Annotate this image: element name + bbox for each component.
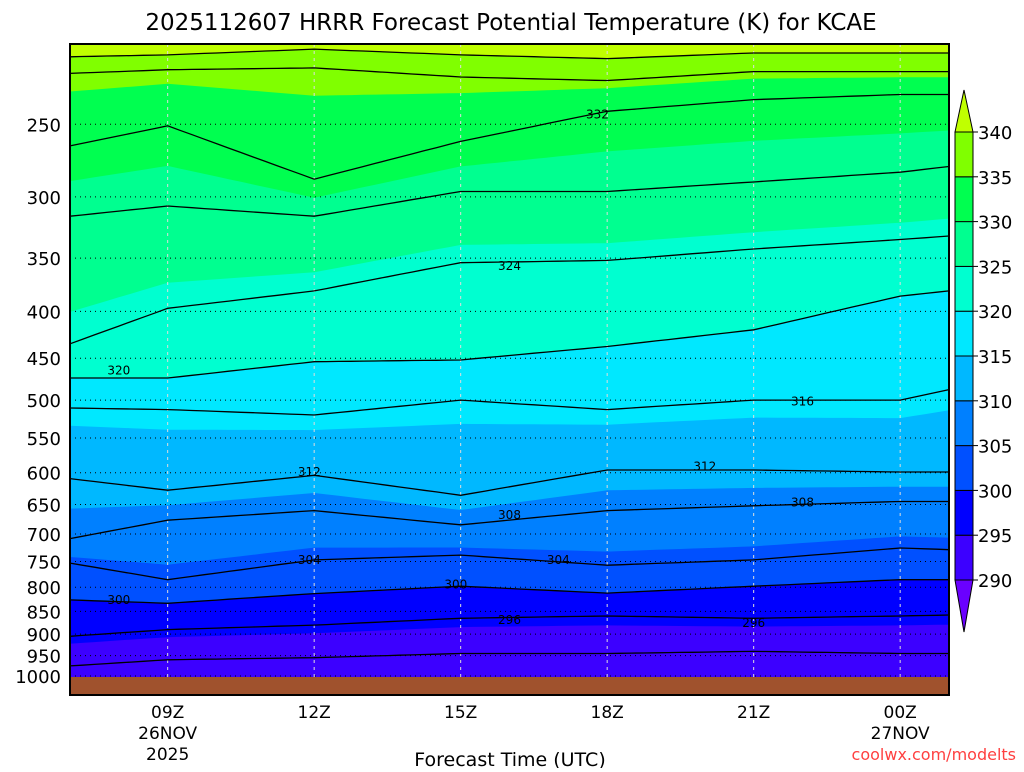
colorbar-swatch-295 <box>954 489 974 536</box>
y-tick-label: 750 <box>27 553 61 574</box>
colorbar: 290 295 300 305 310 315 320 325 330 335 340 <box>954 89 1012 633</box>
y-tick-label: 800 <box>27 578 61 599</box>
colorbar-label: 290 <box>978 571 1012 592</box>
contour-label: 332 <box>586 108 609 122</box>
x-tick-label: 27NOV <box>871 724 930 744</box>
x-tick-label: 12Z <box>298 703 331 723</box>
contour-332 <box>69 93 949 180</box>
colorbar-swatch-290 <box>954 534 974 581</box>
x-tick-label: 2025 <box>146 745 189 765</box>
x-tick-label: 09Z <box>151 703 184 723</box>
contour-340 <box>69 48 949 60</box>
y-tick-label: 450 <box>27 349 61 370</box>
y-tick-label: 250 <box>27 115 61 136</box>
y-tick-label: 350 <box>27 249 61 270</box>
contour-328 <box>69 165 950 217</box>
contour-label: 316 <box>791 395 814 409</box>
colorbar-label: 300 <box>978 481 1012 502</box>
y-tick-label: 900 <box>27 625 61 646</box>
contour-label: 300 <box>444 578 467 592</box>
colorbar-label: 325 <box>978 257 1012 278</box>
contour-304 <box>69 547 950 581</box>
colorbar-label: 315 <box>978 347 1012 368</box>
colorbar-label: 295 <box>978 526 1012 547</box>
y-tick-label: 600 <box>27 464 61 485</box>
contour-312 <box>69 469 949 496</box>
contour-292 <box>69 650 949 667</box>
contour-label: 304 <box>547 553 570 567</box>
colorbar-label: 340 <box>978 123 1012 144</box>
x-tick-label: 00Z <box>884 703 917 723</box>
x-tick-label: 15Z <box>444 703 477 723</box>
y-tick-label: 700 <box>27 525 61 546</box>
contour-label: 324 <box>498 259 521 273</box>
contour-300 <box>69 579 949 604</box>
watermark: coolwx.com/modelts <box>852 745 1016 764</box>
colorbar-swatch-335 <box>954 131 974 178</box>
colorbar-swatch-305 <box>954 400 974 447</box>
colorbar-label: 320 <box>978 302 1012 323</box>
colorbar-arrow-top <box>954 89 974 133</box>
contour-320 <box>70 290 950 379</box>
contour-316 <box>69 388 950 416</box>
contour-label: 312 <box>298 465 321 479</box>
y-tick-label: 400 <box>27 302 61 323</box>
contour-label: 300 <box>107 593 130 607</box>
contour-label: 308 <box>498 508 521 522</box>
colorbar-swatch-310 <box>954 355 974 402</box>
colorbar-label: 310 <box>978 392 1012 413</box>
y-tick-label: 550 <box>27 429 61 450</box>
colorbar-label: 330 <box>978 213 1012 234</box>
y-tick-label: 300 <box>27 188 61 209</box>
y-tick-label: 950 <box>27 647 61 668</box>
x-tick-label: 21Z <box>737 703 770 723</box>
contour-label: 320 <box>107 363 130 377</box>
colorbar-swatch-320 <box>954 265 974 312</box>
x-tick-label: 26NOV <box>138 724 197 744</box>
colorbar-swatch-300 <box>954 445 974 491</box>
contour-336 <box>69 67 949 82</box>
fill-band-340-345 <box>70 44 949 59</box>
contour-308 <box>69 500 949 540</box>
plot-area: 332 324 320 316 312 312 308 308 304 304 300 300 296 2… <box>15 43 950 765</box>
fill-band-335-340 <box>70 44 949 96</box>
colorbar-arrow-bottom <box>954 579 974 633</box>
contour-label: 312 <box>693 460 716 474</box>
ground <box>70 677 949 695</box>
x-axis-label: Forecast Time (UTC) <box>414 749 605 768</box>
plot-frame <box>69 43 950 696</box>
contour-324 <box>69 235 950 345</box>
chart-title: 2025112607 HRRR Forecast Potential Tempe… <box>145 10 876 36</box>
x-tick-label: 18Z <box>591 703 624 723</box>
y-tick-label: 650 <box>27 496 61 517</box>
contour-label: 296 <box>498 613 521 627</box>
contour-label: 296 <box>742 616 765 630</box>
colorbar-swatch-330 <box>954 176 974 223</box>
contour-label: 304 <box>298 553 321 567</box>
y-tick-label: 1000 <box>15 667 61 688</box>
y-tick-label: 500 <box>27 391 61 412</box>
contour-label: 308 <box>791 496 814 510</box>
contour-296 <box>69 614 950 637</box>
colorbar-swatch-325 <box>954 221 974 267</box>
colorbar-swatch-315 <box>954 310 974 357</box>
y-tick-label: 850 <box>27 602 61 623</box>
colorbar-label: 335 <box>978 168 1012 189</box>
colorbar-label: 305 <box>978 437 1012 458</box>
